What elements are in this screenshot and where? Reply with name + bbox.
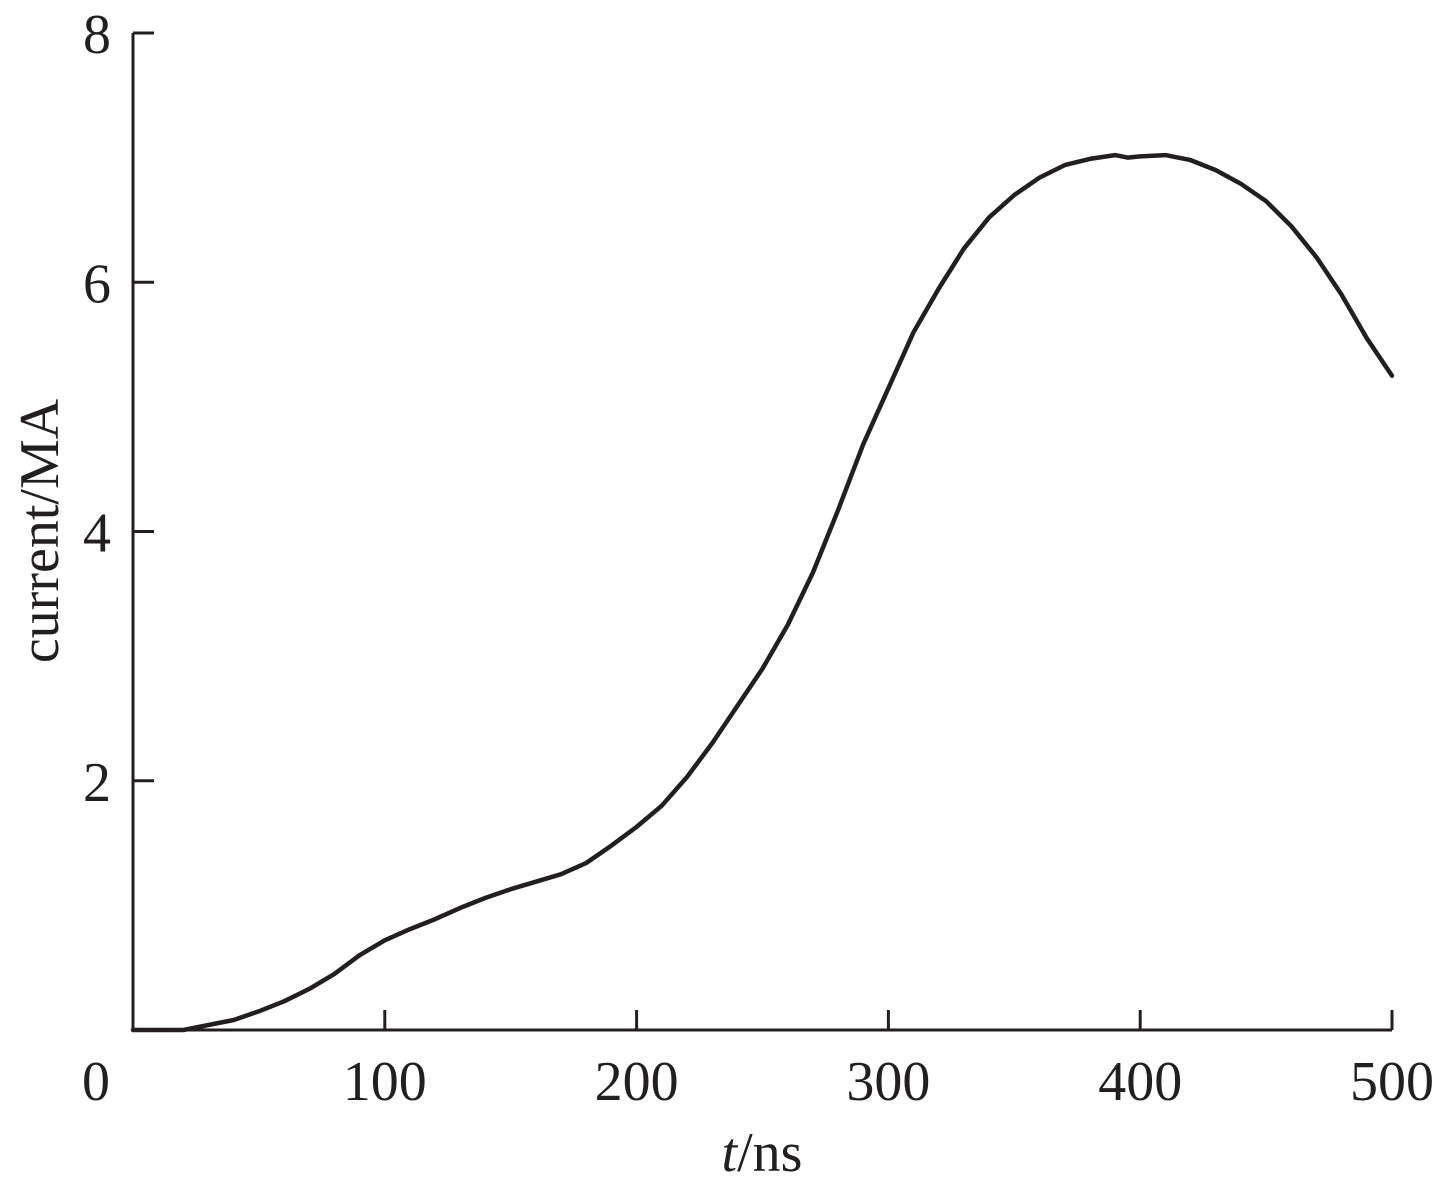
x-tick-label: 100 bbox=[343, 1051, 427, 1113]
x-tick-label: 0 bbox=[82, 1051, 110, 1113]
x-tick-label: 300 bbox=[846, 1051, 930, 1113]
y-tick-label: 2 bbox=[83, 752, 111, 814]
x-ticks: 0 100 200 300 400 500 bbox=[82, 1010, 1434, 1113]
y-tick-label: 8 bbox=[83, 4, 111, 66]
y-tick-label: 4 bbox=[83, 503, 111, 565]
current-series-line bbox=[130, 152, 1395, 1033]
x-axis-title: t/ns bbox=[722, 1122, 803, 1184]
x-tick-label: 500 bbox=[1350, 1051, 1434, 1113]
y-ticks: 2 4 6 8 bbox=[83, 4, 154, 814]
x-tick-label: 200 bbox=[595, 1051, 679, 1113]
x-axis-title-italic: t bbox=[722, 1122, 739, 1184]
x-axis-title-unit: /ns bbox=[737, 1122, 802, 1184]
x-tick-label: 400 bbox=[1098, 1051, 1182, 1113]
y-tick-label: 6 bbox=[83, 253, 111, 315]
y-axis-title: current/MA bbox=[9, 398, 71, 663]
